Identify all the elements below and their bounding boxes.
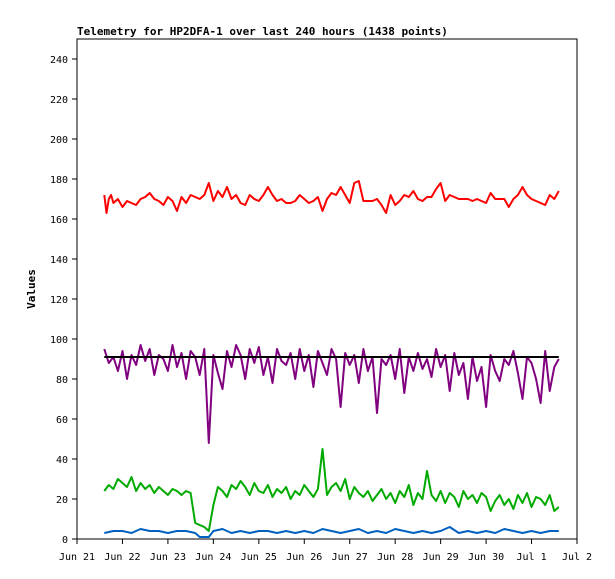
y-tick-label: 100: [50, 335, 68, 346]
y-tick-label: 80: [56, 375, 68, 386]
y-tick-label: 240: [50, 55, 68, 66]
y-tick-label: 140: [50, 255, 68, 266]
y-tick-label: 0: [62, 535, 68, 546]
y-tick-label: 160: [50, 215, 68, 226]
x-tick-label: Jun 26: [286, 552, 322, 563]
y-axis: 0 20 40 60 80 100 120 140 160 180 200 220 240: [50, 55, 77, 546]
x-tick-label: Jun 27: [332, 552, 368, 563]
x-tick-label: Jun 30: [468, 552, 504, 563]
y-tick-label: 200: [50, 135, 68, 146]
series-line-0: [103, 180, 560, 214]
series-line-3: [103, 448, 560, 532]
x-tick-label: Jun 29: [423, 552, 459, 563]
x-tick-label: Jul 1: [516, 552, 546, 563]
x-tick-label: Jun 28: [377, 552, 413, 563]
x-tick-label: Jun 25: [241, 552, 277, 563]
x-tick-label: Jun 24: [195, 552, 231, 563]
x-tick-label: Jun 22: [104, 552, 140, 563]
series-line-4: [104, 526, 559, 538]
series-layer: [103, 180, 560, 538]
plot-frame: [76, 38, 578, 540]
chart-title: Telemetry for HP2DFA-1 over last 240 hou…: [77, 25, 448, 38]
y-tick-label: 180: [50, 175, 68, 186]
x-tick-label: Jun 21: [59, 552, 95, 563]
x-tick-label: Jul 2: [562, 552, 592, 563]
x-axis: Jun 21 Jun 22 Jun 23 Jun 24 Jun 25 Jun 26 Jun …: [59, 539, 592, 563]
y-axis-label: Values: [25, 269, 38, 309]
x-tick-label: Jun 23: [150, 552, 186, 563]
y-tick-label: 20: [56, 495, 68, 506]
y-tick-label: 120: [50, 295, 68, 306]
y-tick-label: 60: [56, 415, 68, 426]
y-tick-label: 40: [56, 455, 68, 466]
y-tick-label: 220: [50, 95, 68, 106]
